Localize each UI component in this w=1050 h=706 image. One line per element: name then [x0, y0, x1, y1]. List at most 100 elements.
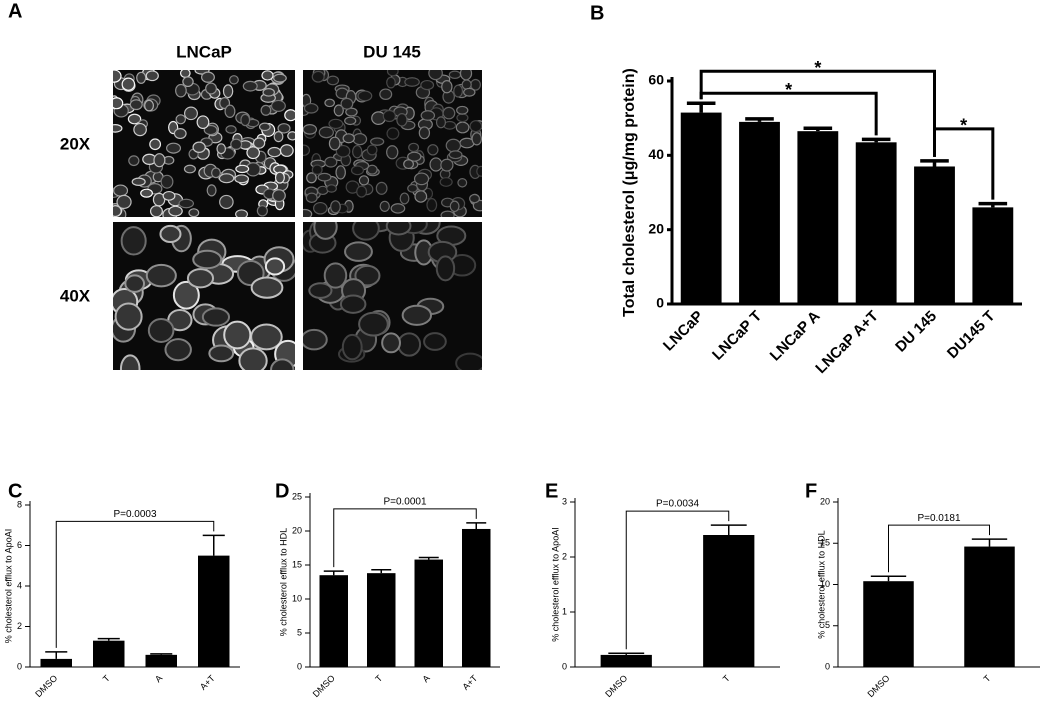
error-bar [686, 101, 716, 113]
cell [205, 82, 218, 95]
cell [442, 106, 456, 120]
cell [439, 177, 453, 187]
y-tick-label: 2 [562, 551, 567, 561]
cell [303, 102, 319, 114]
y-tick-label: 3 [562, 496, 567, 506]
y-axis-label: % cholesterol efflux to HDL [278, 528, 288, 636]
significance-bracket [333, 508, 477, 568]
cell [201, 71, 215, 83]
cell [356, 185, 368, 198]
cell [303, 124, 318, 135]
cell [449, 200, 460, 213]
cell [252, 137, 266, 149]
cell [471, 132, 482, 146]
cell [390, 203, 406, 214]
cell [127, 113, 142, 125]
bar [914, 166, 955, 304]
cell [147, 317, 175, 343]
significance-bracket [55, 520, 215, 648]
cells [303, 222, 482, 370]
significance-bracket [699, 69, 936, 157]
x-tick-label: T [721, 673, 732, 684]
cell [201, 307, 231, 327]
error-bar [870, 575, 907, 582]
cell [370, 137, 385, 146]
cell [133, 122, 147, 137]
cell [113, 124, 123, 133]
panel-label: F [805, 480, 817, 502]
cell [166, 142, 182, 154]
cell [375, 181, 388, 195]
cell [153, 153, 166, 168]
cell [341, 333, 363, 361]
cell [305, 192, 318, 203]
cell [397, 332, 422, 357]
cell [287, 131, 295, 141]
error-bar [971, 538, 1008, 547]
cell [229, 75, 239, 85]
y-axis-label: % cholesterol efflux to ApoAI [550, 527, 560, 641]
y-tick-label: 10 [292, 593, 302, 603]
cell [463, 87, 476, 97]
cell [456, 113, 469, 123]
cell [344, 241, 373, 262]
cell [342, 133, 355, 144]
y-tick-label: 0 [825, 661, 830, 671]
cell [401, 304, 433, 326]
error-bar [371, 569, 392, 574]
cell [203, 124, 218, 136]
bar [739, 121, 780, 304]
bar [680, 112, 722, 304]
cell [160, 174, 174, 189]
error-bar [608, 652, 645, 655]
cell [120, 226, 147, 256]
cell [303, 328, 328, 351]
cell [272, 189, 286, 203]
cell [441, 80, 453, 94]
panel-label: A [8, 0, 22, 22]
x-tick-label: A [421, 673, 432, 684]
cell [149, 138, 162, 151]
cell [224, 104, 236, 118]
panel-label: E [545, 480, 558, 502]
cell [175, 114, 187, 125]
cell [427, 144, 439, 156]
error-bar [803, 126, 833, 132]
cell [267, 146, 282, 158]
error-bar [97, 637, 120, 641]
significance-label: P=0.0003 [113, 509, 157, 520]
cell [264, 257, 286, 276]
cell [129, 99, 143, 111]
panel-label: B [590, 2, 604, 24]
cell [461, 79, 472, 90]
cell [326, 184, 337, 193]
cell [145, 263, 177, 288]
cell [435, 255, 456, 282]
bar [462, 528, 491, 667]
cell [119, 354, 141, 370]
y-tick-label: 0 [562, 661, 567, 671]
cell [124, 274, 146, 293]
x-tick-label: LNCaP [660, 308, 707, 355]
cell [381, 332, 401, 354]
y-tick-label: 60 [648, 72, 664, 88]
x-tick-label: DMSO [865, 673, 891, 699]
error-bar [920, 159, 949, 167]
cell [350, 165, 365, 176]
cell [131, 177, 146, 186]
row-label: 20X [60, 134, 91, 153]
y-tick-label: 5 [825, 620, 830, 630]
cell [223, 320, 252, 350]
x-tick-label: DMSO [311, 673, 337, 699]
significance-label: * [785, 80, 792, 100]
cell [234, 174, 250, 184]
cell [328, 118, 344, 130]
x-tick-label: T [101, 673, 112, 684]
cell [308, 282, 333, 299]
cells [113, 70, 295, 217]
row-label: 40X [60, 286, 91, 305]
y-tick-label: 0 [656, 295, 664, 311]
cell [113, 205, 122, 217]
cell [114, 302, 143, 331]
cell [311, 70, 325, 83]
